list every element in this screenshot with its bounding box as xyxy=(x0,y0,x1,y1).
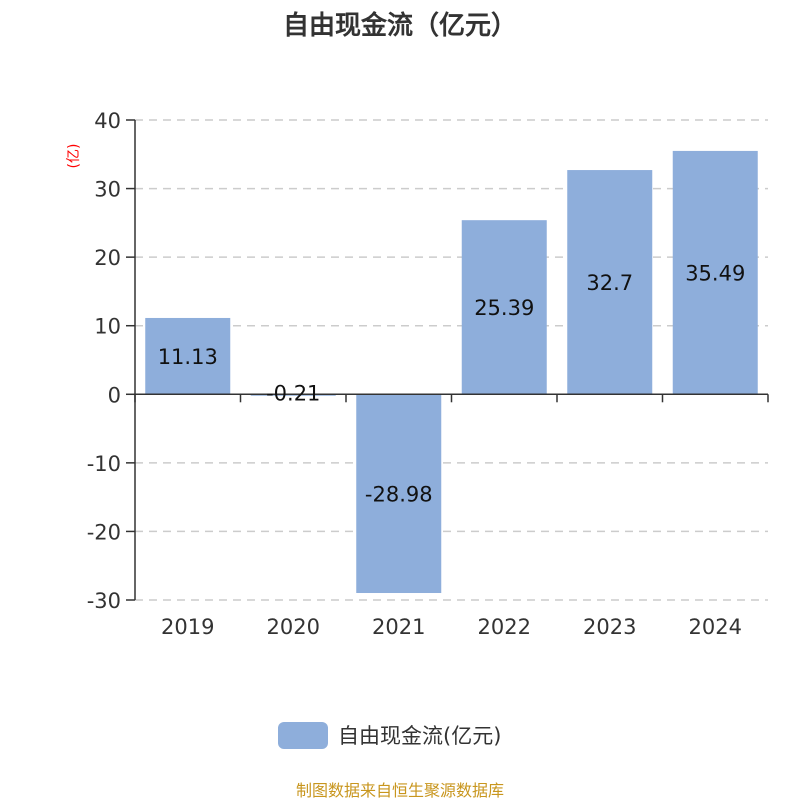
y-tick-label: -20 xyxy=(87,520,121,544)
y-tick-label: 10 xyxy=(94,315,121,339)
y-tick-label: 20 xyxy=(94,246,121,270)
data-label: 32.7 xyxy=(586,271,633,295)
data-label: 25.39 xyxy=(474,296,534,320)
legend-label[interactable]: 自由现金流(亿元) xyxy=(338,724,501,748)
chart-title: 自由现金流（亿元） xyxy=(283,10,517,41)
data-label: 11.13 xyxy=(158,345,218,369)
y-tick-label: -30 xyxy=(87,589,121,613)
y-tick-label: -10 xyxy=(87,452,121,476)
legend-swatch[interactable] xyxy=(278,722,328,749)
x-tick-label: 2021 xyxy=(372,615,425,639)
bar xyxy=(567,170,653,395)
bar xyxy=(672,150,758,395)
bar xyxy=(461,220,547,395)
y-tick-label: 40 xyxy=(94,109,121,133)
y-tick-label: 0 xyxy=(108,383,121,407)
x-tick-label: 2022 xyxy=(478,615,531,639)
bar xyxy=(145,317,231,395)
y-axis-label: (亿) xyxy=(66,144,82,169)
y-tick-label: 30 xyxy=(94,178,121,202)
x-tick-label: 2023 xyxy=(583,615,636,639)
source-note: 制图数据来自恒生聚源数据库 xyxy=(296,781,504,800)
data-label: 35.49 xyxy=(685,262,745,286)
data-label: -0.21 xyxy=(266,381,320,405)
data-label: -28.98 xyxy=(365,483,433,507)
bar xyxy=(356,394,442,594)
x-tick-label: 2024 xyxy=(689,615,742,639)
x-tick-label: 2019 xyxy=(161,615,214,639)
x-tick-label: 2020 xyxy=(267,615,320,639)
